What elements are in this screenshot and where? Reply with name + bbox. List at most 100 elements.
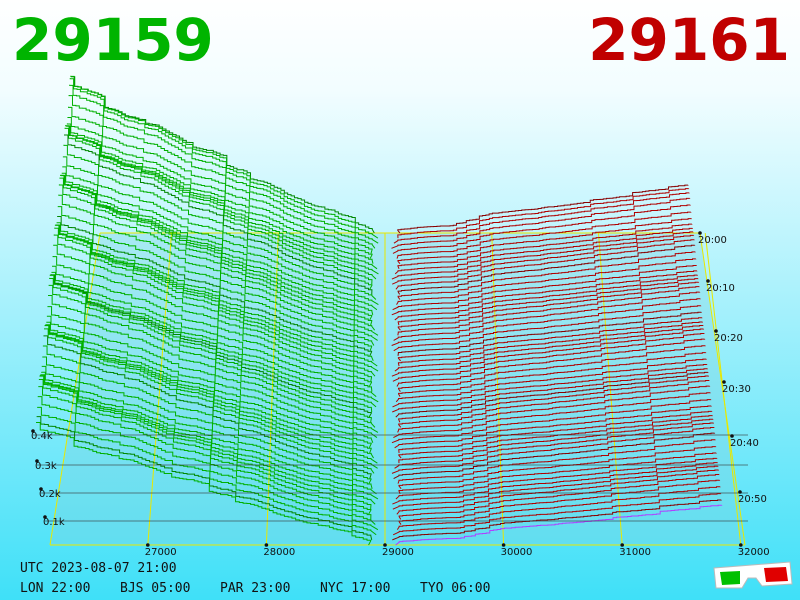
bid-curve	[47, 306, 374, 443]
floor	[50, 233, 745, 545]
ask-curve	[394, 405, 712, 449]
ask-curve	[396, 211, 692, 259]
tick-dot	[722, 380, 726, 384]
bid-curve	[63, 144, 377, 300]
bid-curve	[57, 215, 373, 356]
bid-curve	[42, 345, 372, 484]
tick-dot	[383, 543, 387, 547]
bid-curve	[70, 75, 379, 239]
tick-dot	[264, 543, 269, 547]
price-tick-label: 28000	[263, 547, 295, 558]
bid-curve	[40, 374, 376, 505]
bid-curve	[38, 379, 372, 520]
bid-curve	[43, 335, 372, 479]
ask-curve	[398, 345, 706, 392]
ask-curve	[398, 352, 707, 397]
bid-curve	[62, 156, 379, 306]
bid-curve	[48, 284, 379, 433]
bid-curve	[50, 274, 372, 418]
price-tick-label: 32000	[738, 547, 770, 558]
bid-curve	[37, 396, 379, 531]
ask-curve	[395, 457, 718, 500]
bid-curve	[60, 174, 376, 331]
tick-dot	[706, 279, 710, 283]
ask-curve	[395, 239, 695, 290]
bid-curve	[61, 172, 374, 315]
ask-curve	[392, 368, 708, 413]
tick-dot	[35, 459, 39, 463]
time-tick-label: 20:50	[738, 494, 767, 505]
bid-curve	[70, 76, 375, 234]
ask-curve	[392, 462, 718, 505]
ask-curve	[396, 338, 706, 387]
ask-curve	[397, 317, 703, 362]
bid-curve	[66, 125, 379, 275]
ask-curve	[391, 298, 701, 346]
ask-curve	[392, 493, 722, 536]
ask-curve	[397, 244, 696, 295]
ask-curve	[397, 439, 716, 484]
ask-curve	[397, 311, 702, 356]
bid-curve	[48, 294, 378, 438]
glasses-lens-right	[764, 567, 788, 582]
glasses-lens-left	[720, 571, 740, 585]
axis-ticks: 0.1k 0.2k 0.3k 0.4k 27000 28000 29000 30000 3100…	[31, 231, 770, 558]
tick-dot	[501, 543, 506, 547]
bid-curve	[69, 84, 376, 249]
ask-curve	[397, 286, 700, 336]
bid-curve	[58, 184, 378, 341]
ask-curve	[391, 270, 698, 316]
time-tick-label: 20:30	[722, 384, 751, 395]
ask-curve	[395, 504, 723, 546]
utc-time: UTC 2023-08-07 21:00	[20, 561, 177, 576]
bid-curve	[52, 256, 377, 398]
depth-tick-label: 0.1k	[43, 517, 65, 528]
city-time: BJS 05:00	[120, 581, 190, 596]
bid-curve	[66, 123, 378, 270]
tick-dot	[698, 231, 702, 235]
bid-curve	[61, 175, 373, 321]
ask-curve	[397, 321, 703, 367]
bid-curve	[53, 234, 372, 387]
ask-curve	[396, 258, 697, 305]
bid-curve	[56, 222, 374, 362]
bid-curve	[54, 227, 373, 382]
time-tick-label: 20:20	[714, 333, 743, 344]
bid-curve	[38, 386, 376, 525]
bid-curve	[42, 356, 373, 489]
price-tick-label: 27000	[145, 547, 177, 558]
bid-curve	[50, 274, 373, 413]
ask-curve	[397, 184, 689, 234]
bid-curve	[58, 194, 375, 346]
ask-curve	[392, 204, 691, 254]
depth-tick-label: 0.4k	[31, 431, 53, 442]
glasses-icon[interactable]	[713, 561, 793, 589]
ask-curve	[391, 197, 691, 249]
ask-price: 29161	[588, 6, 790, 74]
tick-dot	[43, 515, 47, 519]
bid-curve	[51, 271, 377, 408]
ask-curve	[394, 227, 693, 275]
time-tick-label: 20:40	[730, 438, 759, 449]
ask-curve	[392, 364, 708, 408]
ask-curve	[397, 188, 690, 239]
ask-curve	[397, 218, 692, 264]
bid-curve	[60, 174, 373, 326]
bid-curve	[44, 325, 378, 469]
bid-curve	[62, 166, 378, 311]
bid-curve	[49, 277, 376, 428]
ask-curve	[398, 375, 710, 423]
ask-curve	[391, 426, 715, 474]
ask-curve	[398, 379, 710, 428]
ask-curve	[397, 281, 700, 331]
bid-curve	[64, 134, 373, 295]
depth-tick-label: 0.3k	[35, 461, 57, 472]
ask-curve	[393, 305, 702, 352]
bid-curve	[56, 224, 378, 367]
depth-tick-label: 0.2k	[39, 489, 61, 500]
bid-curve	[41, 365, 377, 495]
ask-curve	[394, 422, 714, 469]
ask-curve	[396, 469, 719, 515]
